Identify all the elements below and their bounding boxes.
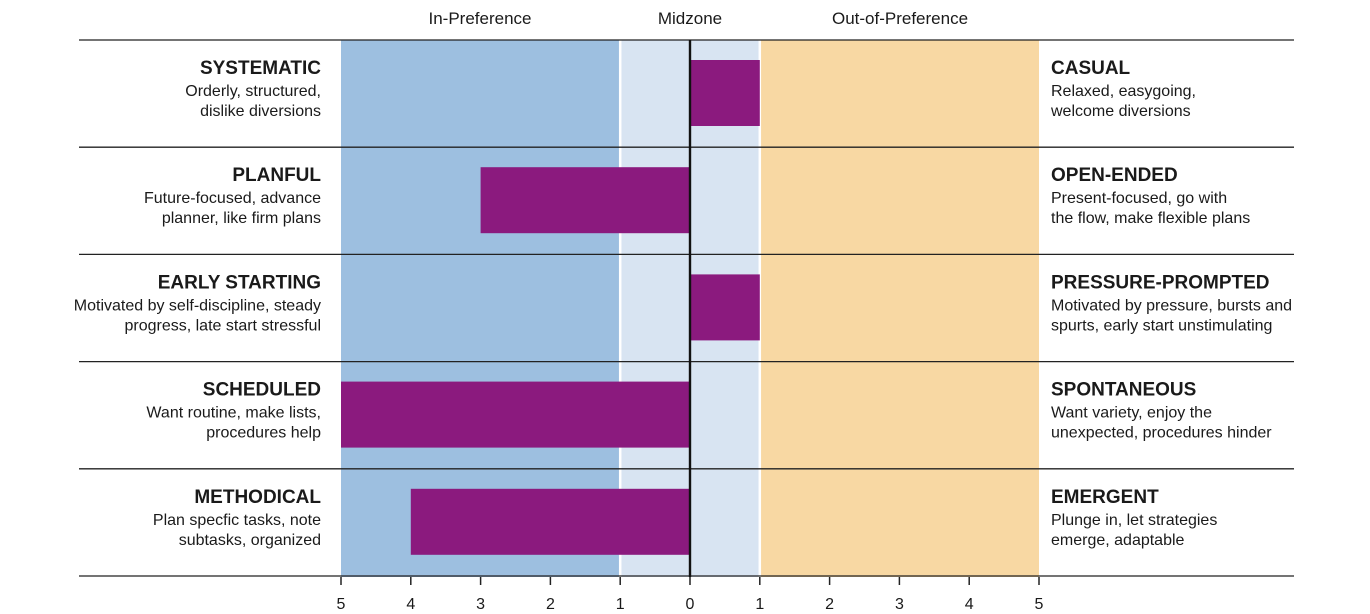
right-title: PRESSURE-PROMPTED: [1051, 272, 1270, 293]
left-title: PLANFUL: [232, 165, 321, 186]
labels: In-Preference Midzone Out-of-Preference …: [74, 9, 1292, 549]
right-description: Plunge in, let strategies: [1051, 512, 1217, 529]
left-description: planner, like firm plans: [162, 210, 321, 227]
zone-header-out-of-preference: Out-of-Preference: [832, 9, 968, 28]
left-description: Future-focused, advance: [144, 190, 321, 207]
left-description: procedures help: [206, 425, 321, 442]
x-tick-label: 3: [895, 596, 904, 613]
left-title: EARLY STARTING: [158, 272, 321, 293]
out-of-preference-zone: [759, 40, 1039, 577]
x-tick-label: 2: [546, 596, 555, 613]
left-title: SYSTEMATIC: [200, 58, 321, 79]
x-tick-label: 2: [825, 596, 834, 613]
right-description: spurts, early start unstimulating: [1051, 317, 1272, 334]
bars: [341, 60, 760, 555]
x-tick-label: 4: [406, 596, 415, 613]
right-title: EMERGENT: [1051, 487, 1159, 508]
x-tick-label: 1: [616, 596, 625, 613]
left-title: SCHEDULED: [203, 380, 321, 401]
zone-header-in-preference: In-Preference: [429, 9, 532, 28]
left-description: Plan specfic tasks, note: [153, 512, 321, 529]
x-tick-label: 0: [686, 596, 695, 613]
bar-scheduled: [341, 381, 690, 448]
right-description: Present-focused, go with: [1051, 190, 1227, 207]
right-description: the flow, make flexible plans: [1051, 210, 1250, 227]
x-tick-label: 5: [1035, 596, 1044, 613]
right-description: Motivated by pressure, bursts and: [1051, 297, 1292, 314]
right-description: unexpected, procedures hinder: [1051, 425, 1272, 442]
left-description: Motivated by self-discipline, steady: [74, 297, 321, 314]
x-tick-label: 4: [965, 596, 974, 613]
right-title: SPONTANEOUS: [1051, 380, 1196, 401]
right-description: Relaxed, easygoing,: [1051, 83, 1196, 100]
x-tick-label: 1: [755, 596, 764, 613]
grid-lines: [79, 39, 1294, 577]
left-description: progress, late start stressful: [124, 317, 321, 334]
bar-planful: [480, 167, 690, 234]
left-description: Orderly, structured,: [185, 83, 321, 100]
x-axis: 5 4 3 2 1 0 1 2 3 4 5: [337, 577, 1044, 613]
bar-methodical: [410, 488, 690, 555]
in-preference-zone: [341, 40, 621, 577]
bar-early-starting: [690, 274, 760, 341]
bar-systematic: [690, 60, 760, 126]
left-description: subtasks, organized: [179, 532, 321, 549]
x-tick-label: 3: [476, 596, 485, 613]
x-tick-label: 5: [337, 596, 346, 613]
left-description: dislike diversions: [200, 103, 321, 120]
right-title: OPEN-ENDED: [1051, 165, 1178, 186]
zone-header-midzone: Midzone: [658, 9, 722, 28]
right-title: CASUAL: [1051, 58, 1131, 79]
right-description: Want variety, enjoy the: [1051, 405, 1212, 422]
left-description: Want routine, make lists,: [146, 405, 321, 422]
right-description: emerge, adaptable: [1051, 532, 1185, 549]
right-description: welcome diversions: [1050, 103, 1191, 120]
left-title: METHODICAL: [194, 487, 321, 508]
